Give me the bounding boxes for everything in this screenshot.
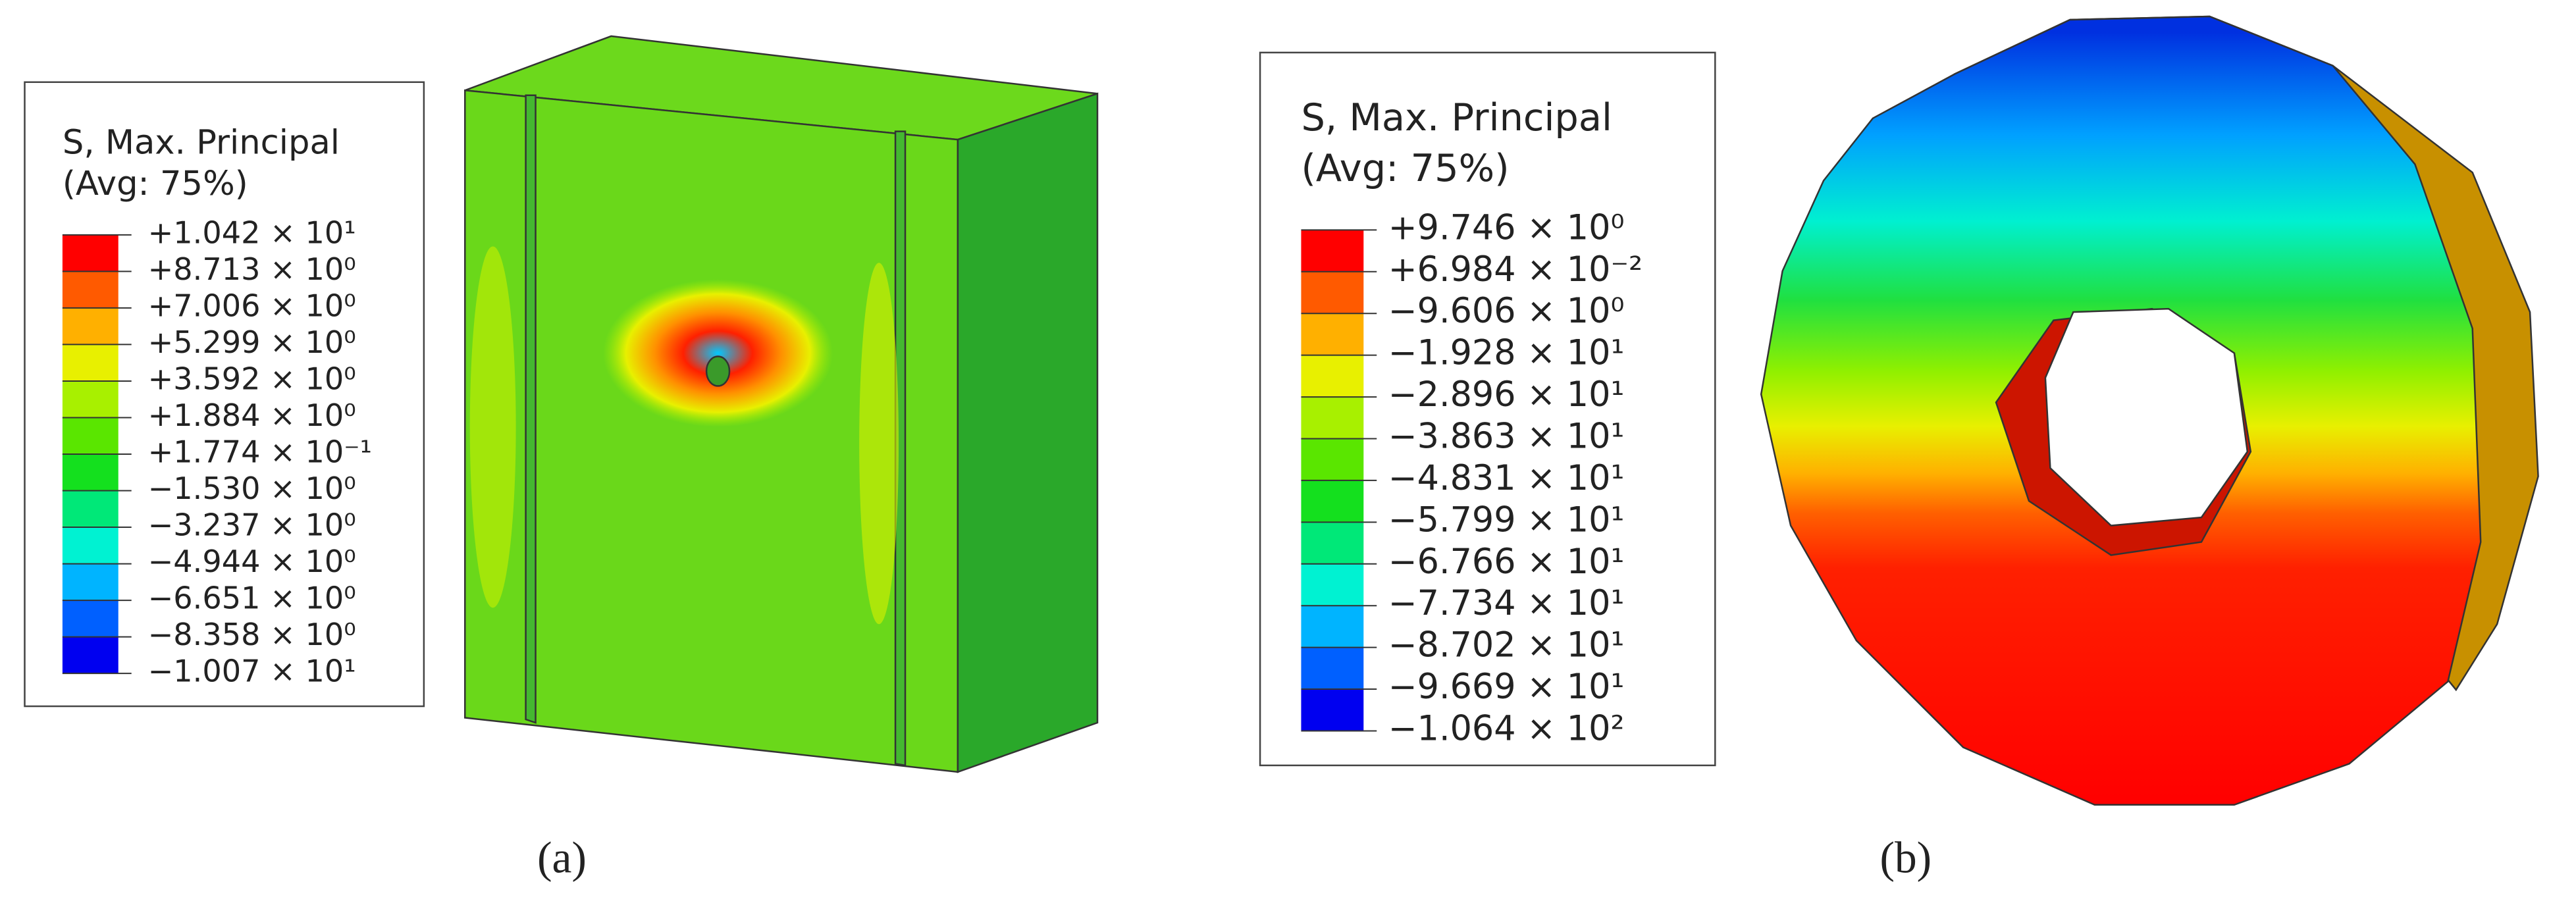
legend-title: (Avg: 75%) [1301,146,1509,190]
legend-label: −1.064 × 10² [1388,708,1625,748]
legend-color-band [1301,230,1364,272]
legend-label: +1.884 × 10⁰ [148,398,356,433]
legend-label: +1.774 × 10⁻¹ [148,434,372,469]
panel-caption: (b) [1880,833,1932,883]
block-groove [894,130,907,767]
legend-color-band [62,600,118,638]
legend-label: −9.669 × 10¹ [1388,667,1625,707]
legend-label: −4.831 × 10¹ [1388,458,1625,498]
bolt-hole [705,355,731,387]
legend-color-band [62,271,118,309]
legend-color-band [1301,271,1364,314]
legend-color-band [1301,397,1364,440]
legend-label: −1.007 × 10¹ [148,654,356,689]
legend-label: +3.592 × 10⁰ [148,361,356,396]
legend-label: +1.042 × 10¹ [148,215,356,250]
legend-label: −7.734 × 10¹ [1388,583,1625,623]
panel-caption: (a) [537,833,587,883]
legend-label: −1.928 × 10¹ [1388,333,1625,373]
legend-label: −8.702 × 10¹ [1388,625,1625,665]
legend-label: −3.237 × 10⁰ [148,507,356,543]
legend-color-band [62,417,118,455]
block-side [957,92,1099,773]
legend-color-band [62,490,118,528]
legend-label: −5.799 × 10¹ [1388,500,1625,540]
legend-title: S, Max. Principal [63,124,340,163]
legend-label: −9.606 × 10⁰ [1388,291,1625,331]
ring-model [1760,15,2539,806]
legend-color-band [62,453,118,492]
legend-label: +8.713 × 10⁰ [148,251,356,287]
legend-color-band [1301,647,1364,690]
legend-label: −8.358 × 10⁰ [148,617,356,652]
contour-patch [859,263,899,625]
legend-color-band [62,636,118,674]
legend-label: −6.766 × 10¹ [1388,542,1625,582]
block-groove [525,94,537,724]
legend-color-band [1301,522,1364,565]
legend-label: −3.863 × 10¹ [1388,416,1625,456]
legend-title: (Avg: 75%) [63,165,248,203]
legend-label: −1.530 × 10⁰ [148,471,356,506]
legend-label: −6.651 × 10⁰ [148,581,356,616]
stress-hotspot [602,279,833,427]
legend-label: +9.746 × 10⁰ [1388,207,1625,247]
legend-color-band [1301,438,1364,481]
legend-color-band [62,527,118,565]
legend-color-band [1301,606,1364,648]
legend-color-band [1301,355,1364,398]
legend-color-band [62,380,118,419]
legend-color-band [62,234,118,272]
legend-label: −2.896 × 10¹ [1388,375,1625,415]
block-model [464,35,1099,773]
legend-label: +6.984 × 10⁻² [1388,249,1643,290]
ring-hole [2044,307,2249,527]
legend-color-band [62,563,118,601]
legend-color-band [1301,480,1364,523]
legend-color-band [1301,563,1364,606]
legend-color-band [62,307,118,346]
legend-color-band [1301,313,1364,356]
contour-patch [469,246,516,608]
legend-label: −4.944 × 10⁰ [148,544,356,579]
legend-title: S, Max. Principal [1301,95,1612,140]
legend-label: +5.299 × 10⁰ [148,324,356,360]
legend-label: +7.006 × 10⁰ [148,288,356,323]
legend-color-band [62,344,118,382]
legend-color-band [1301,689,1364,732]
